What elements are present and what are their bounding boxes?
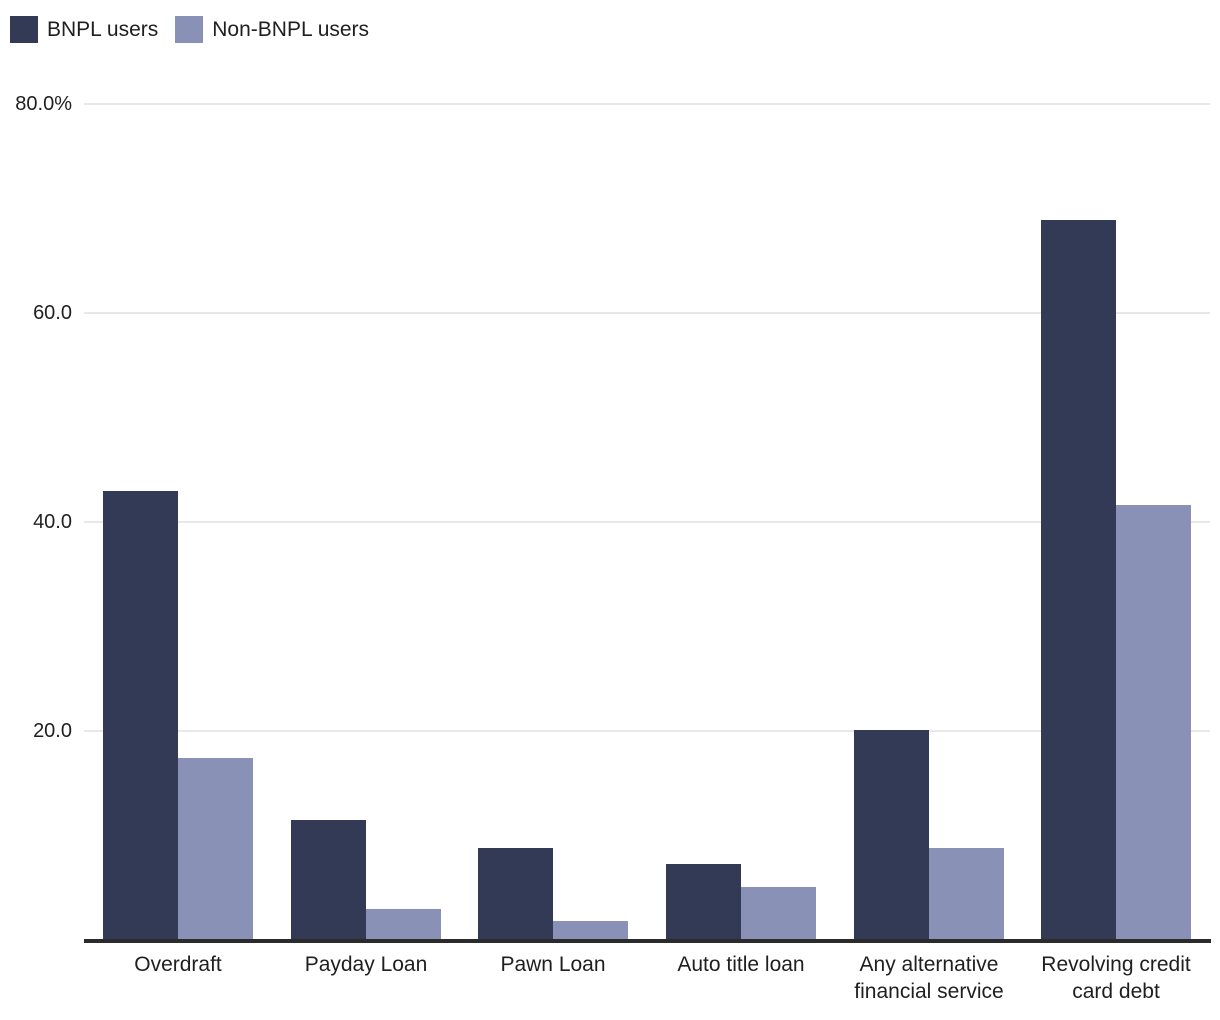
y-axis-tick-label: 80.0% xyxy=(15,93,72,115)
x-axis-category-label: Payday Loan xyxy=(304,953,428,976)
legend-swatch-icon xyxy=(10,16,38,43)
x-axis-category-label: Any alternative financial service xyxy=(854,953,1004,1003)
bar-non-bnpl-users xyxy=(741,887,816,940)
bar-non-bnpl-users xyxy=(366,909,441,940)
legend-item: BNPL users xyxy=(10,16,158,43)
bar-non-bnpl-users xyxy=(929,848,1004,940)
x-axis-category-label: Auto title loan xyxy=(677,953,805,976)
legend-label: BNPL users xyxy=(47,18,159,41)
legend-item: Non-BNPL users xyxy=(175,16,369,43)
bar-non-bnpl-users xyxy=(553,921,628,940)
legend-label: Non-BNPL users xyxy=(212,18,370,41)
y-axis-tick-label: 60.0 xyxy=(33,302,72,324)
bar-bnpl-users xyxy=(291,820,366,940)
legend: BNPL users Non-BNPL users xyxy=(10,16,369,43)
bar-non-bnpl-users xyxy=(1116,505,1191,940)
x-axis-category-label: Pawn Loan xyxy=(500,953,606,976)
y-axis-tick-label: 20.0 xyxy=(33,720,72,742)
bar-bnpl-users xyxy=(854,730,929,940)
bar-non-bnpl-users xyxy=(178,758,253,940)
bar-bnpl-users xyxy=(478,848,553,940)
bar-bnpl-users xyxy=(666,864,741,940)
x-axis-category-label: Revolving credit card debt xyxy=(1041,953,1191,1003)
gridline xyxy=(84,103,1210,105)
x-axis-category-label: Overdraft xyxy=(134,953,222,976)
bar-bnpl-users xyxy=(1041,220,1116,940)
legend-swatch-icon xyxy=(175,16,204,43)
bar-bnpl-users xyxy=(103,491,178,940)
y-axis-tick-label: 40.0 xyxy=(33,511,72,533)
